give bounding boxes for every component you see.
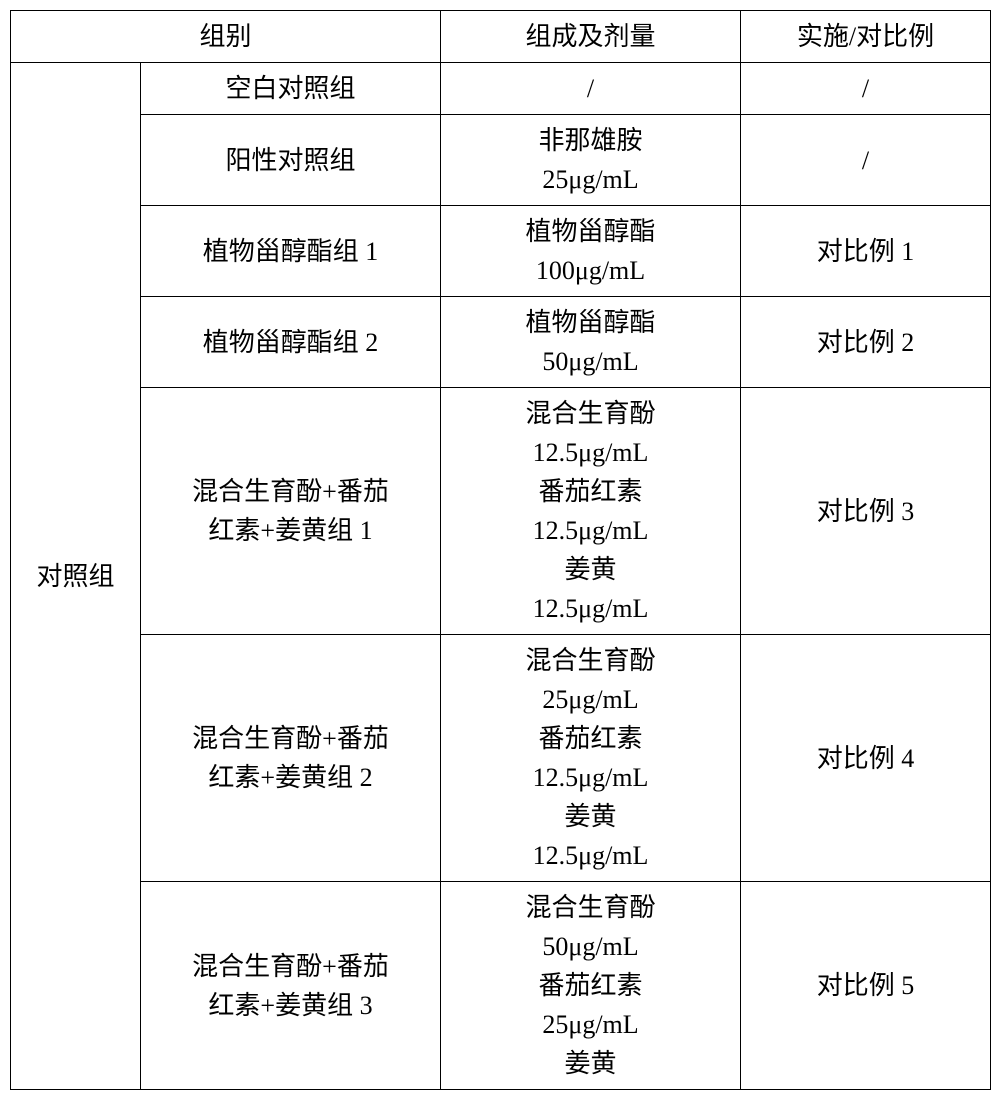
row-name: 阳性对照组 xyxy=(141,115,441,206)
table-row: 阳性对照组 非那雄胺25μg/mL / xyxy=(11,115,991,206)
row-example: 对比例 4 xyxy=(741,635,991,882)
row-composition: 植物甾醇酯50μg/mL xyxy=(441,297,741,388)
row-name: 空白对照组 xyxy=(141,63,441,115)
row-composition: / xyxy=(441,63,741,115)
table-row: 混合生育酚+番茄红素+姜黄组 2 混合生育酚25μg/mL番茄红素12.5μg/… xyxy=(11,635,991,882)
header-group: 组别 xyxy=(11,11,441,63)
row-name: 混合生育酚+番茄红素+姜黄组 1 xyxy=(141,388,441,635)
row-composition: 混合生育酚50μg/mL番茄红素25μg/mL姜黄 xyxy=(441,882,741,1090)
header-composition: 组成及剂量 xyxy=(441,11,741,63)
row-example: 对比例 3 xyxy=(741,388,991,635)
table-row: 对照组 空白对照组 / / xyxy=(11,63,991,115)
table-row: 植物甾醇酯组 2 植物甾醇酯50μg/mL 对比例 2 xyxy=(11,297,991,388)
row-composition: 非那雄胺25μg/mL xyxy=(441,115,741,206)
row-name: 混合生育酚+番茄红素+姜黄组 3 xyxy=(141,882,441,1090)
table-row: 植物甾醇酯组 1 植物甾醇酯100μg/mL 对比例 1 xyxy=(11,206,991,297)
table-header-row: 组别 组成及剂量 实施/对比例 xyxy=(11,11,991,63)
experiment-groups-table: 组别 组成及剂量 实施/对比例 对照组 空白对照组 / / 阳性对照组 非那雄胺… xyxy=(10,10,991,1090)
row-name: 植物甾醇酯组 2 xyxy=(141,297,441,388)
row-name: 混合生育酚+番茄红素+姜黄组 2 xyxy=(141,635,441,882)
row-example: / xyxy=(741,115,991,206)
row-composition: 混合生育酚12.5μg/mL番茄红素12.5μg/mL姜黄12.5μg/mL xyxy=(441,388,741,635)
row-example: 对比例 5 xyxy=(741,882,991,1090)
row-example: / xyxy=(741,63,991,115)
table-row: 混合生育酚+番茄红素+姜黄组 3 混合生育酚50μg/mL番茄红素25μg/mL… xyxy=(11,882,991,1090)
row-name: 植物甾醇酯组 1 xyxy=(141,206,441,297)
table-row: 混合生育酚+番茄红素+姜黄组 1 混合生育酚12.5μg/mL番茄红素12.5μ… xyxy=(11,388,991,635)
control-group-label: 对照组 xyxy=(11,63,141,1090)
row-composition: 混合生育酚25μg/mL番茄红素12.5μg/mL姜黄12.5μg/mL xyxy=(441,635,741,882)
row-composition: 植物甾醇酯100μg/mL xyxy=(441,206,741,297)
row-example: 对比例 1 xyxy=(741,206,991,297)
row-example: 对比例 2 xyxy=(741,297,991,388)
header-example: 实施/对比例 xyxy=(741,11,991,63)
